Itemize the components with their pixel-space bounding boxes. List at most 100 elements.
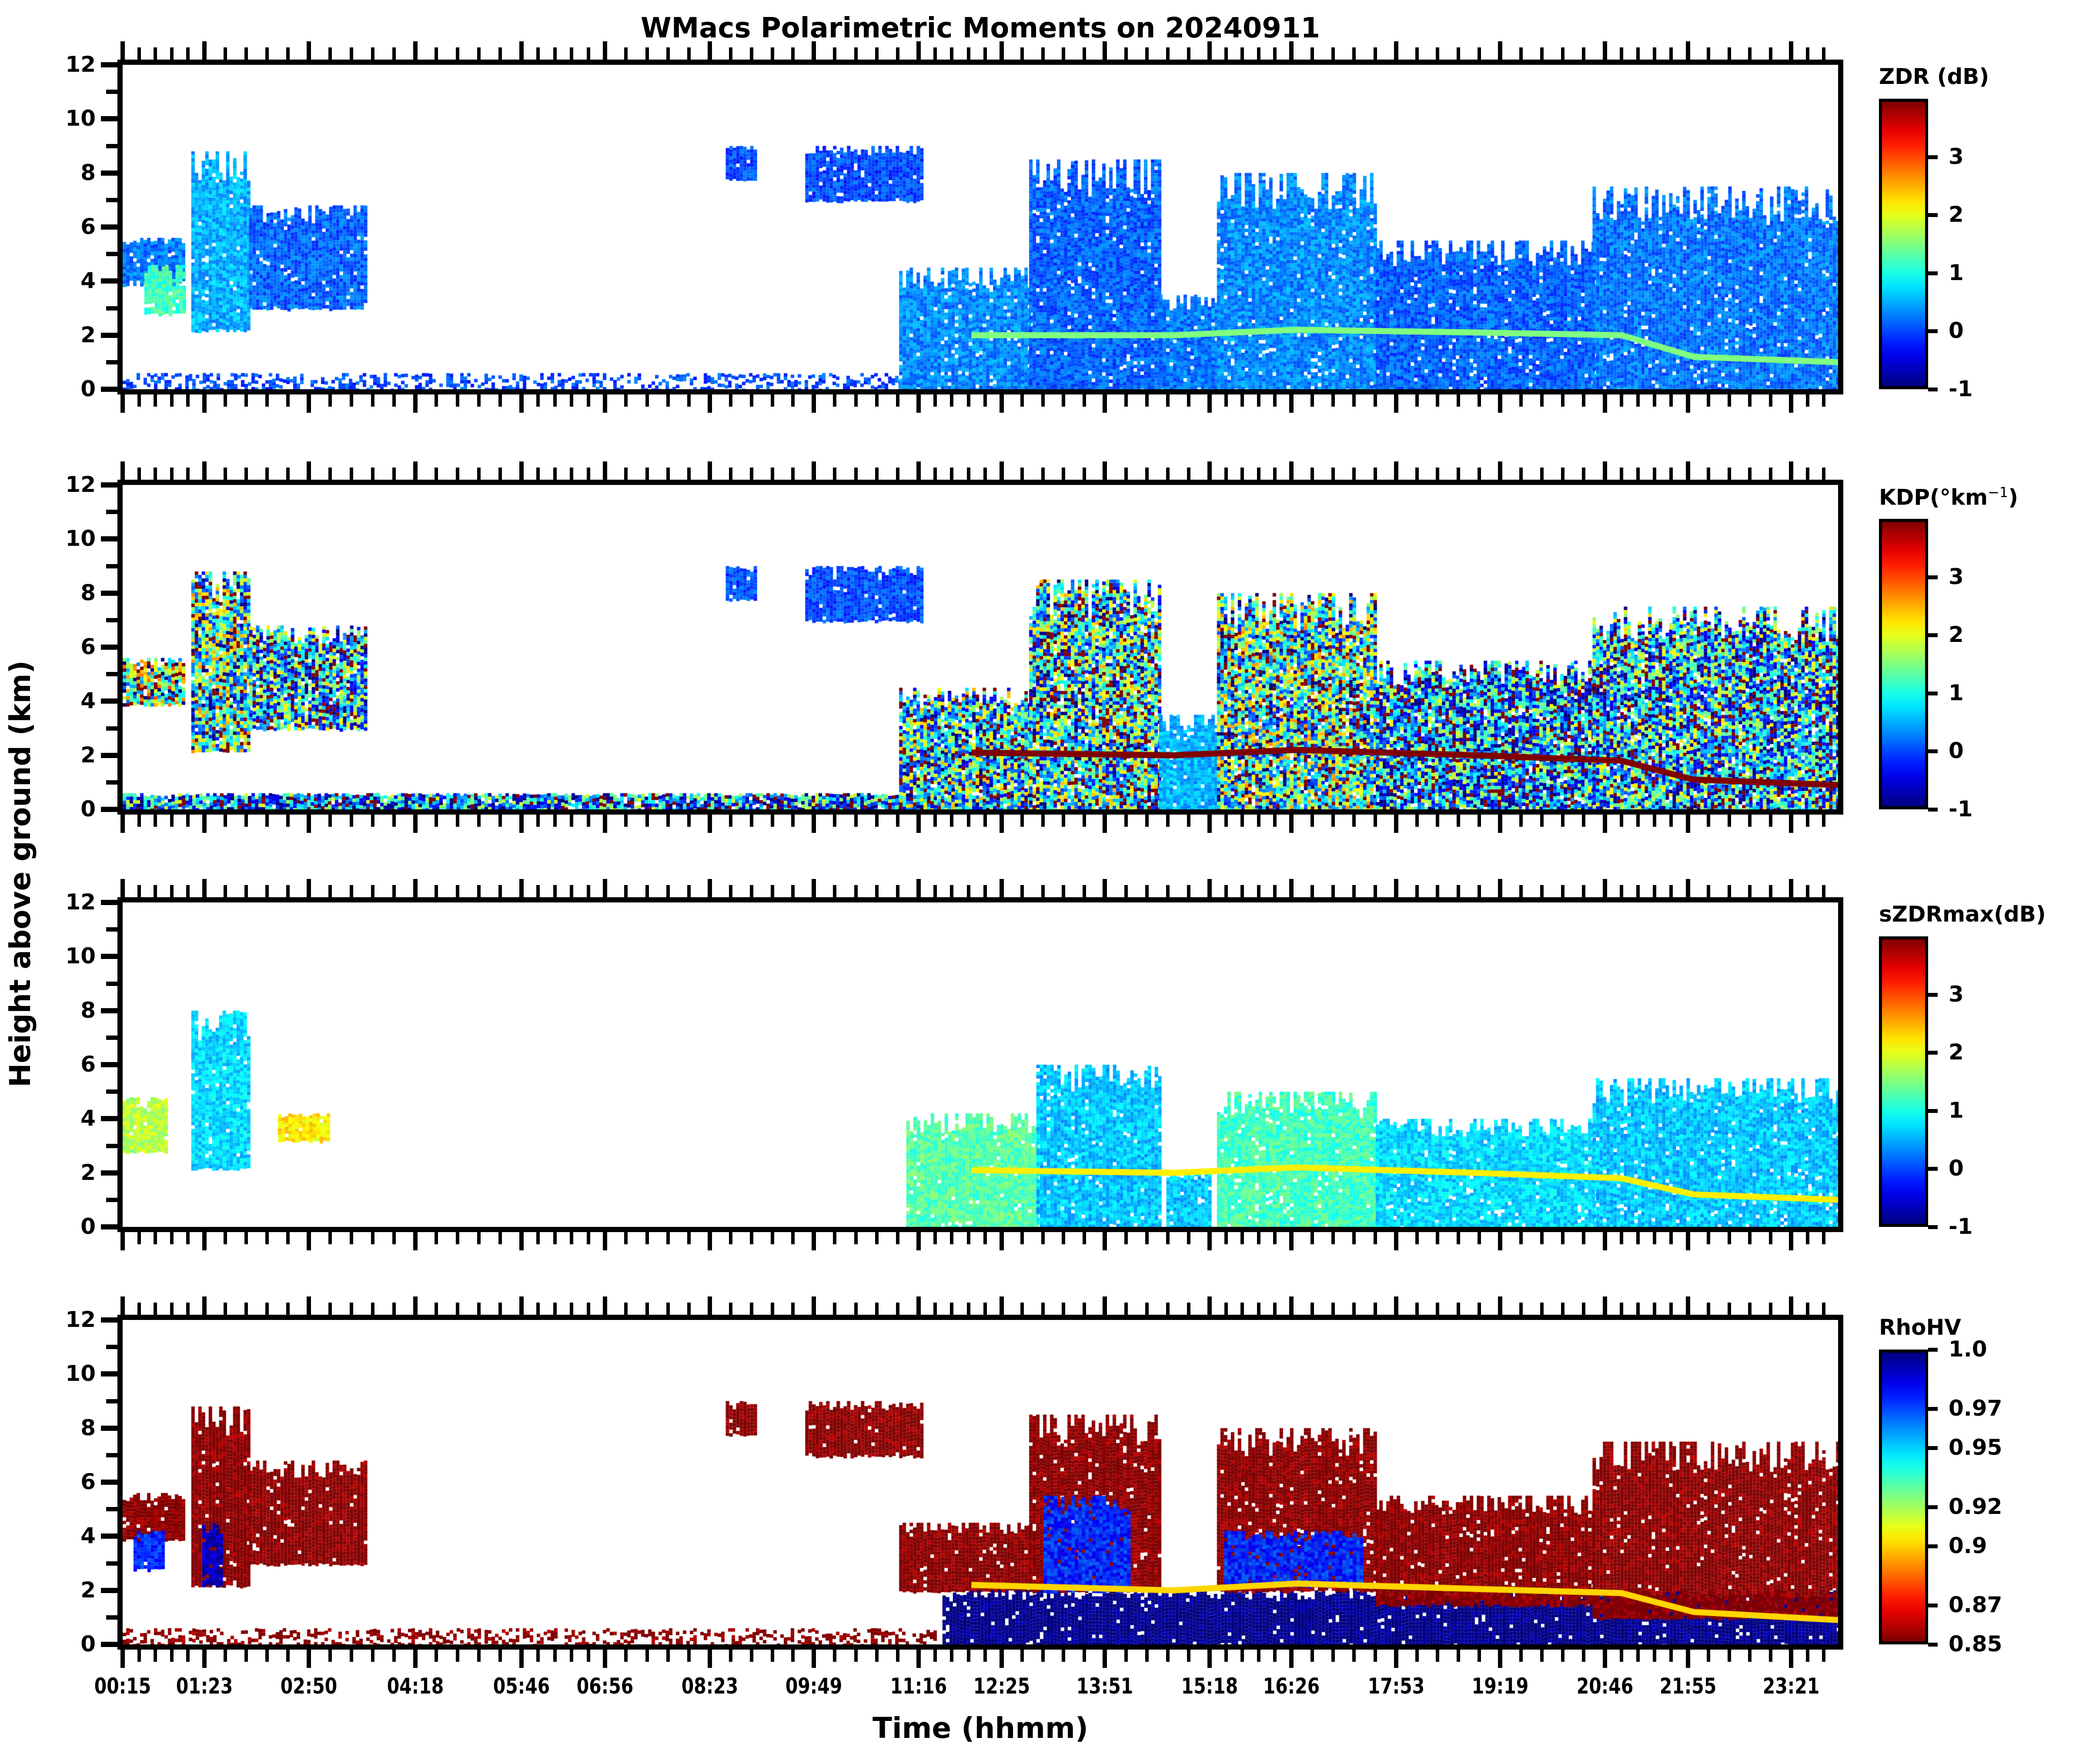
x-tick-minor-top	[666, 47, 670, 60]
y-tick-label: 8	[80, 160, 96, 185]
x-tick-major-top	[999, 41, 1004, 60]
x-tick-minor-top	[1707, 468, 1711, 480]
x-tick-minor-top	[896, 885, 899, 897]
colorbar-tick-label: 2	[1949, 202, 1964, 227]
x-tick-minor-top	[854, 47, 858, 60]
colorbar-tick-label: -1	[1949, 796, 1973, 822]
y-tick-major	[101, 1642, 117, 1647]
x-tick-minor-top	[770, 47, 774, 60]
colorbar-tick-label: 0.87	[1949, 1592, 2002, 1617]
colorbar-tick-label: 0	[1949, 318, 1964, 344]
x-tick-minor-top	[456, 468, 460, 480]
x-tick-minor	[1477, 815, 1481, 827]
x-tick-major	[916, 1650, 921, 1668]
x-tick-major-top	[519, 41, 524, 60]
x-tick-minor	[1477, 1232, 1481, 1244]
x-tick-major-top	[1498, 1296, 1502, 1315]
x-tick-minor-top	[749, 1303, 753, 1315]
x-tick-minor-top	[1619, 468, 1623, 480]
x-tick-major-top	[999, 461, 1004, 480]
x-tick-minor-top	[1240, 885, 1244, 897]
x-tick-minor-top	[1062, 1303, 1066, 1315]
y-tick-minor	[106, 927, 117, 932]
x-tick-minor	[1768, 815, 1772, 827]
x-tick-minor	[1727, 1232, 1731, 1244]
x-tick-minor-top	[645, 1303, 649, 1315]
x-tick-minor-top	[1582, 468, 1586, 480]
x-tick-major	[1685, 394, 1690, 413]
x-tick-major	[603, 1232, 608, 1250]
x-tick-minor-top	[1561, 468, 1565, 480]
x-tick-minor	[1331, 394, 1335, 407]
x-tick-minor	[456, 394, 460, 407]
x-tick-minor-top	[983, 1303, 987, 1315]
x-tick-minor	[1540, 815, 1544, 827]
x-tick-minor	[223, 815, 227, 827]
colorbar-title: sZDRmax(dB)	[1879, 902, 2046, 927]
x-tick-minor-top	[1457, 885, 1461, 897]
x-tick-minor-top	[1124, 885, 1128, 897]
x-tick-minor	[265, 1232, 269, 1244]
y-tick-label: 10	[65, 1361, 96, 1386]
x-tick-major	[916, 1232, 921, 1250]
x-tick-minor-top	[392, 1303, 396, 1315]
x-tick-minor-top	[950, 468, 954, 480]
x-tick-minor	[1124, 815, 1128, 827]
x-tick-major-top	[1789, 1296, 1794, 1315]
x-tick-minor	[477, 394, 481, 407]
x-tick-minor-top	[154, 885, 157, 897]
x-tick-minor	[666, 1232, 670, 1244]
y-tick-major	[101, 116, 117, 122]
x-tick-minor-top	[833, 468, 837, 480]
x-tick-minor-top	[1619, 47, 1623, 60]
x-tick-major-top	[413, 879, 418, 897]
x-tick-minor-top	[1540, 1303, 1544, 1315]
x-tick-minor-top	[1041, 47, 1045, 60]
x-tick-major-top	[1394, 41, 1398, 60]
x-tick-minor-top	[456, 47, 460, 60]
x-tick-minor-top	[1082, 47, 1086, 60]
x-tick-minor-top	[687, 1303, 691, 1315]
x-tick-major-top	[202, 461, 207, 480]
x-tick-minor	[350, 815, 354, 827]
x-tick-minor-top	[1669, 468, 1673, 480]
x-tick-minor-top	[1822, 47, 1826, 60]
x-tick-minor	[1166, 394, 1170, 407]
x-tick-minor-top	[1240, 1303, 1244, 1315]
x-tick-minor-top	[1436, 47, 1440, 60]
x-tick-minor	[1436, 815, 1440, 827]
x-tick-minor-top	[624, 1303, 628, 1315]
x-tick-major-top	[1789, 461, 1794, 480]
x-tick-minor	[265, 394, 269, 407]
x-tick-major	[1394, 394, 1398, 413]
x-tick-minor	[170, 1232, 174, 1244]
x-tick-minor-top	[456, 1303, 460, 1315]
x-tick-minor	[1805, 1232, 1809, 1244]
y-tick-major	[101, 1480, 117, 1485]
y-tick-minor	[106, 1089, 117, 1094]
y-tick-minor	[106, 1035, 117, 1040]
x-tick-minor	[1187, 1650, 1191, 1662]
x-tick-minor-top	[1477, 47, 1481, 60]
x-tick-minor-top	[1124, 47, 1128, 60]
x-tick-minor-top	[854, 1303, 858, 1315]
x-tick-minor	[666, 1650, 670, 1662]
y-tick-major	[101, 807, 117, 812]
colorbar-szdrmax	[1879, 936, 1928, 1227]
x-tick-minor	[1020, 1232, 1024, 1244]
x-tick-minor	[983, 394, 987, 407]
x-tick-minor-top	[749, 468, 753, 480]
x-tick-major	[1789, 394, 1794, 413]
x-tick-minor-top	[244, 47, 248, 60]
colorbar-tick-label: 0	[1949, 1156, 1964, 1181]
y-tick-minor	[106, 1615, 117, 1620]
x-tick-minor-top	[265, 468, 269, 480]
x-tick-minor	[1062, 815, 1066, 827]
y-tick-minor	[106, 1143, 117, 1148]
x-tick-minor-top	[729, 1303, 732, 1315]
y-tick-major	[101, 954, 117, 959]
x-tick-minor	[1187, 394, 1191, 407]
x-tick-minor-top	[1240, 468, 1244, 480]
x-tick-minor	[833, 1650, 837, 1662]
x-tick-minor	[1240, 815, 1244, 827]
